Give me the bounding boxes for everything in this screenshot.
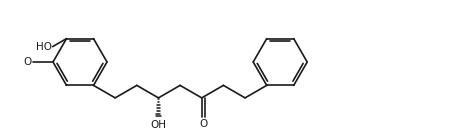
Text: HO: HO: [36, 42, 52, 52]
Text: O: O: [199, 119, 207, 129]
Text: O: O: [24, 57, 32, 67]
Text: OH: OH: [150, 120, 166, 130]
